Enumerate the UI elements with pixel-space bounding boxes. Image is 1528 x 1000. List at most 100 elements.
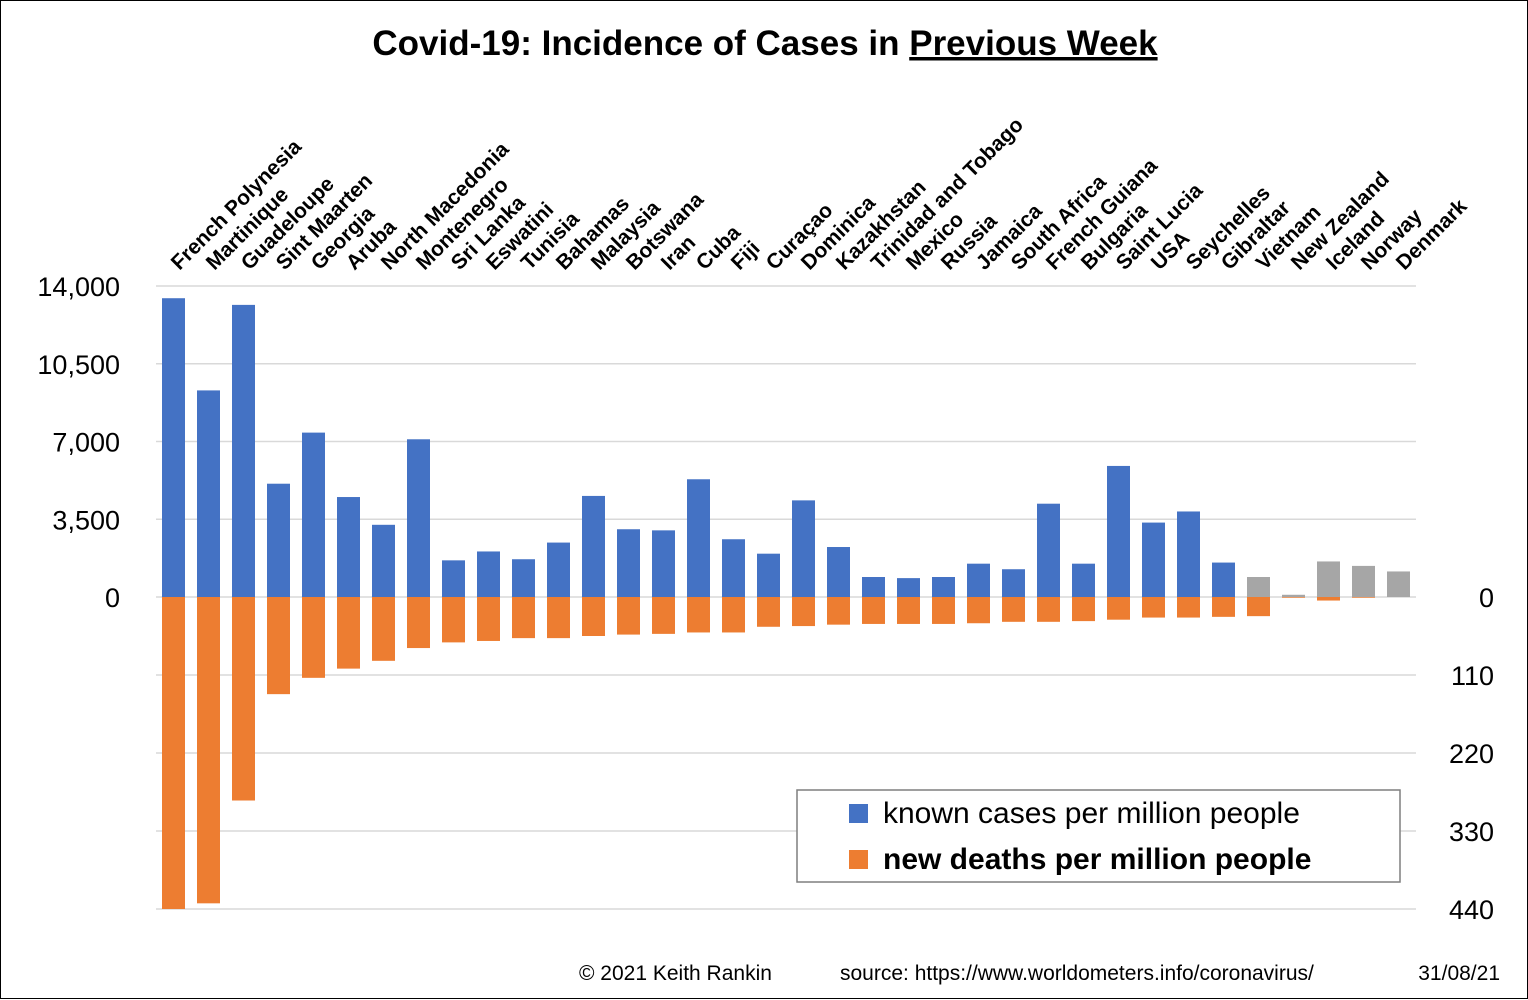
cases-bar — [1177, 511, 1200, 597]
cases-bar — [757, 553, 780, 597]
legend-box — [796, 789, 1401, 883]
cases-bar — [1072, 563, 1095, 597]
deaths-bar — [1177, 597, 1200, 618]
legend-swatch-cases — [849, 804, 868, 823]
deaths-bar — [1317, 597, 1340, 601]
deaths-bar — [1352, 597, 1375, 598]
deaths-bar — [932, 597, 955, 624]
deaths-bar — [1037, 597, 1060, 622]
left-tick-label: 0 — [105, 583, 120, 613]
cases-bar — [197, 390, 220, 597]
cases-bar — [232, 304, 255, 597]
cases-bar — [442, 560, 465, 597]
legend-label-deaths: new deaths per million people — [883, 843, 1311, 876]
deaths-bar — [1072, 597, 1095, 622]
legend: known cases per million people new death… — [796, 789, 1401, 883]
deaths-bar — [792, 597, 815, 627]
cases-bar — [512, 559, 535, 597]
cases-bar — [477, 551, 500, 597]
deaths-bar — [1142, 597, 1165, 618]
right-tick-label: 110 — [1451, 661, 1494, 691]
deaths-bar — [617, 597, 640, 635]
footer-source: source: https://www.worldometers.info/co… — [840, 962, 1314, 985]
left-axis: 14,000 10,500 7,000 3,500 0 — [37, 272, 120, 613]
deaths-bar — [407, 597, 430, 649]
right-tick-label: 440 — [1449, 895, 1494, 925]
deaths-bar — [372, 597, 395, 661]
cases-bar — [932, 577, 955, 597]
right-tick-label: 220 — [1449, 739, 1494, 769]
left-tick-label: 14,000 — [37, 272, 120, 302]
cases-bar — [827, 547, 850, 597]
cases-bar — [1212, 562, 1235, 597]
cases-bar — [722, 539, 745, 597]
deaths-bar — [1107, 597, 1130, 620]
deaths-bar — [862, 597, 885, 624]
cases-bar — [967, 563, 990, 597]
cases-bar — [302, 432, 325, 597]
deaths-bar — [477, 597, 500, 641]
deaths-bar — [827, 597, 850, 625]
deaths-bar — [547, 597, 570, 639]
cases-bar — [652, 530, 675, 597]
footer-copyright: © 2021 Keith Rankin — [579, 962, 772, 985]
cases-bar — [1317, 561, 1340, 597]
deaths-bar — [197, 597, 220, 904]
right-tick-label: 330 — [1449, 817, 1494, 847]
right-axis: 0 110 220 330 440 — [1449, 583, 1494, 925]
deaths-bar — [337, 597, 360, 669]
deaths-bar — [1247, 597, 1270, 617]
deaths-bar — [582, 597, 605, 636]
chart-title: Covid-19: Incidence of Cases in Previous… — [372, 24, 1158, 63]
deaths-bar — [267, 597, 290, 695]
cases-bar — [792, 500, 815, 597]
cases-bar — [897, 578, 920, 597]
deaths-bar — [1282, 597, 1305, 598]
cases-bar — [1247, 577, 1270, 597]
right-tick-label: 0 — [1479, 583, 1494, 613]
left-tick-label: 10,500 — [37, 350, 120, 380]
cases-bar — [862, 577, 885, 597]
category-labels: French PolynesiaMartiniqueGuadeloupeSint… — [167, 113, 1472, 274]
cases-bar — [1037, 503, 1060, 597]
cases-bar — [372, 524, 395, 597]
cases-bar — [547, 542, 570, 597]
deaths-bar — [967, 597, 990, 624]
cases-bar — [407, 439, 430, 597]
deaths-bar — [512, 597, 535, 639]
cases-bar — [1142, 522, 1165, 597]
legend-label-cases: known cases per million people — [883, 797, 1300, 830]
cases-bar — [1352, 565, 1375, 597]
left-tick-label: 3,500 — [52, 505, 120, 535]
cases-bar — [687, 479, 710, 597]
cases-bar — [1387, 571, 1410, 597]
deaths-bar — [1002, 597, 1025, 622]
deaths-bar — [652, 597, 675, 634]
deaths-bar — [442, 597, 465, 643]
legend-swatch-deaths — [849, 850, 868, 869]
cases-bar — [1107, 465, 1130, 597]
cases-series — [162, 298, 1410, 597]
left-tick-label: 7,000 — [52, 428, 120, 458]
deaths-bar — [232, 597, 255, 801]
chart-title-underlined: Previous Week — [909, 24, 1158, 63]
cases-bar — [267, 483, 290, 597]
deaths-bar — [162, 597, 185, 909]
deaths-bar — [687, 597, 710, 633]
deaths-series — [162, 597, 1375, 909]
deaths-bar — [1212, 597, 1235, 617]
deaths-bar — [757, 597, 780, 627]
cases-bar — [1002, 569, 1025, 597]
cases-bar — [337, 497, 360, 597]
gridlines — [156, 285, 1416, 910]
cases-bar — [1282, 594, 1305, 597]
deaths-bar — [897, 597, 920, 624]
cases-bar — [582, 495, 605, 597]
deaths-bar — [722, 597, 745, 633]
deaths-bar — [302, 597, 325, 678]
cases-bar — [162, 298, 185, 597]
chart-title-main: Covid-19: Incidence of Cases in — [372, 24, 909, 63]
cases-bar — [617, 529, 640, 597]
